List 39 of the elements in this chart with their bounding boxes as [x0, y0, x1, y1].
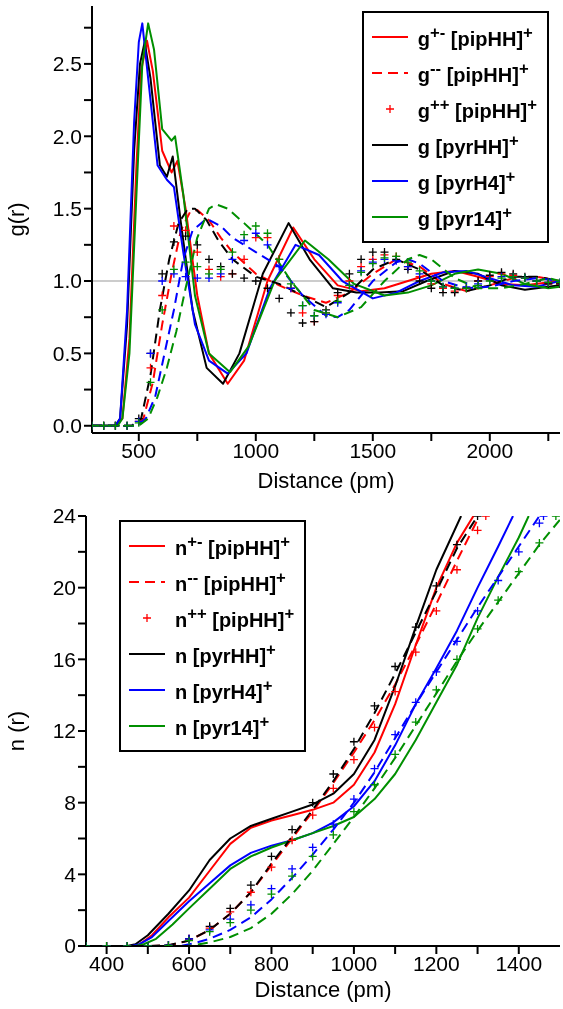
- y-tick-label: 24: [52, 504, 77, 528]
- x-tick-label: 1000: [330, 951, 378, 975]
- y-tick-label: 1.0: [52, 269, 82, 293]
- y-tick-label: 1.5: [52, 197, 82, 221]
- y-tick-label: 2.5: [52, 52, 82, 76]
- legend-label: n$^{++}$ [pipHH]$^{+}$: [175, 604, 295, 632]
- legend-label: n [pyrH4]$^{+}$: [175, 676, 273, 704]
- legend-label: g [pyrHH]$^{+}$: [417, 131, 519, 159]
- x-tick-label: 2000: [466, 438, 514, 462]
- legend-label: n$^{--}$ [pipHH]$^{+}$: [175, 568, 286, 596]
- x-tick-label: 600: [171, 951, 207, 975]
- y-axis-title: n (r): [3, 710, 29, 752]
- y-tick-label: 0.5: [52, 341, 82, 365]
- legend-label: g$^{++}$ [pipHH]$^{+}$: [417, 95, 537, 123]
- y-tick-label: 8: [64, 791, 76, 815]
- x-tick-label: 1500: [349, 438, 397, 462]
- y-tick-label: 20: [52, 576, 76, 600]
- y-tick-label: 4: [64, 862, 77, 886]
- legend-label: n [pyr14]$^{+}$: [175, 712, 270, 740]
- x-tick-label: 800: [253, 951, 289, 975]
- legend-label: g$^{--}$ [pipHH]$^{+}$: [417, 59, 529, 87]
- legend-label: g$^{+-}$ [pipHH]$^{+}$: [417, 23, 533, 51]
- legend-label: g [pyr14]$^{+}$: [417, 203, 513, 231]
- x-tick-label: 1000: [232, 438, 280, 462]
- x-tick-label: 500: [121, 438, 157, 462]
- x-axis-title: Distance (pm): [257, 468, 395, 493]
- y-tick-label: 0: [64, 934, 76, 958]
- legend-label: n$^{+-}$ [pipHH]$^{+}$: [175, 532, 290, 560]
- y-tick-label: 12: [52, 719, 76, 743]
- y-tick-label: 16: [52, 647, 76, 671]
- y-tick-label: 2.0: [52, 124, 82, 148]
- legend-label: g [pyrH4]$^{+}$: [417, 167, 516, 195]
- y-tick-label: 0.0: [52, 414, 82, 438]
- x-tick-label: 1400: [495, 951, 543, 975]
- x-tick-label: 1200: [412, 951, 460, 975]
- y-axis-title: g(r): [3, 202, 29, 237]
- legend-label: n [pyrHH]$^{+}$: [175, 640, 276, 668]
- x-axis-title: Distance (pm): [254, 977, 392, 1002]
- x-tick-label: 400: [89, 951, 125, 975]
